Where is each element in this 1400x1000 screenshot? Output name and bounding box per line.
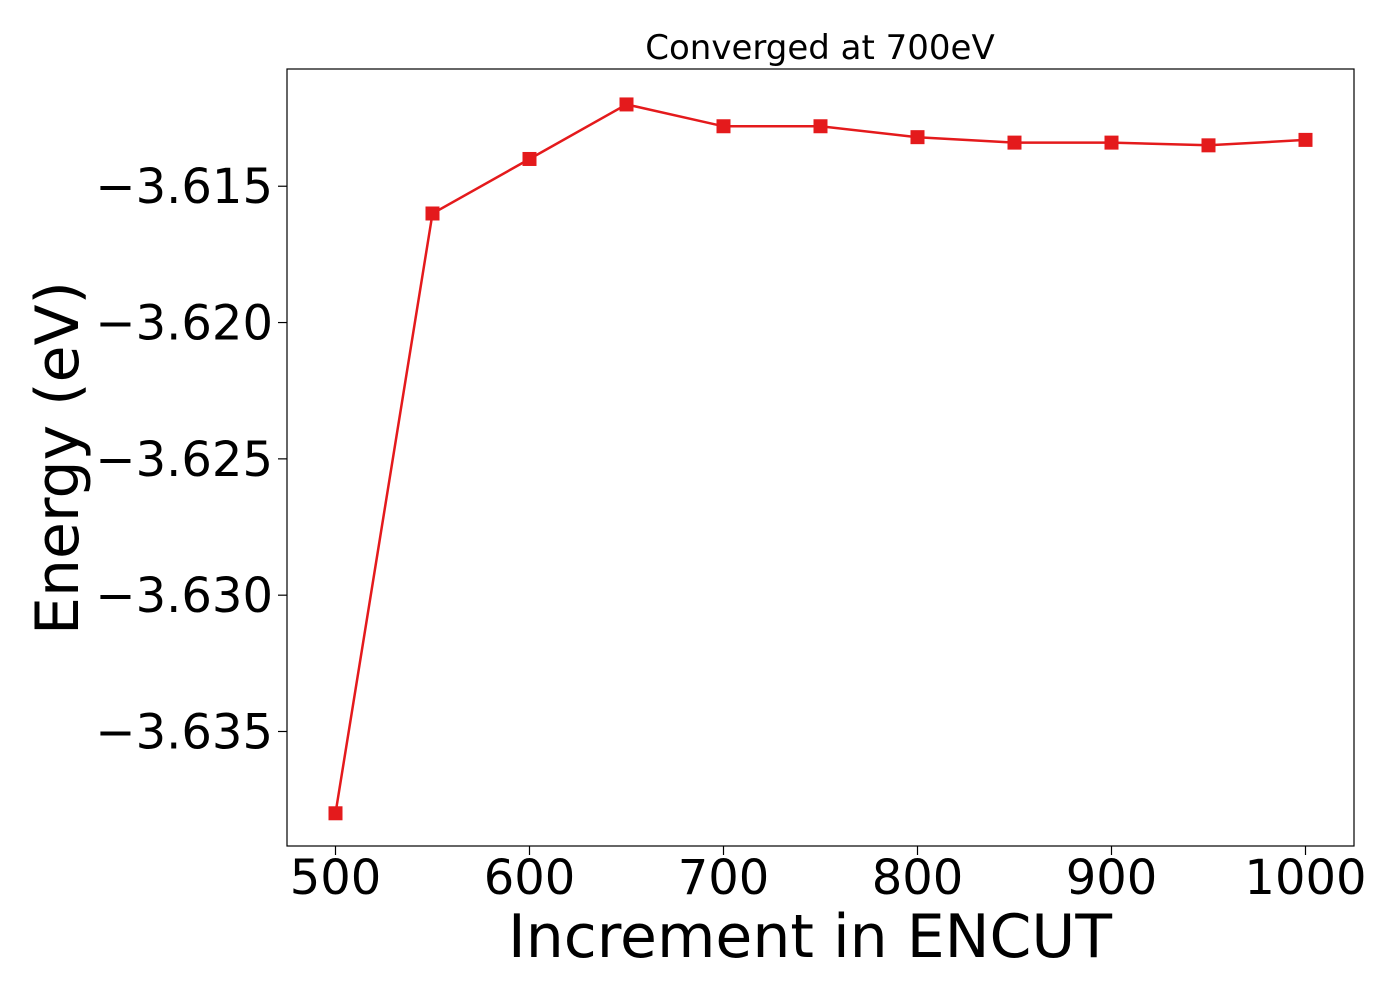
y-tick-label: −3.620 [95,296,273,352]
data-point-marker [328,806,343,821]
y-tick-label: −3.615 [95,159,273,215]
x-axis-ticks: 500 600 700 800 900 1000 [290,846,1367,906]
y-tick-label: −3.635 [95,704,273,760]
data-point-marker [1007,135,1022,150]
x-tick-label: 1000 [1244,850,1366,906]
data-point-marker [813,119,828,134]
data-point-marker [425,206,440,221]
data-point-marker [619,97,634,112]
x-tick-label: 900 [1066,850,1158,906]
x-axis-label: Increment in ENCUT [508,902,1112,972]
y-axis-label: Energy (eV) [23,281,93,635]
data-point-marker [910,130,925,145]
x-tick-label: 500 [290,850,382,906]
x-tick-label: 800 [872,850,964,906]
data-point-marker [522,151,537,166]
plot-area-frame [286,68,1355,847]
data-point-marker [1201,138,1216,153]
chart-title: Converged at 700eV [645,28,994,68]
x-tick-label: 700 [678,850,770,906]
series-layer [328,97,1313,821]
data-point-marker [1298,132,1313,147]
y-tick-label: −3.625 [95,432,273,488]
data-point-marker [1104,135,1119,150]
data-point-marker [716,119,731,134]
y-axis-ticks: −3.635 −3.630 −3.625 −3.620 −3.615 [95,159,287,760]
x-tick-label: 600 [484,850,576,906]
y-tick-label: −3.630 [95,568,273,624]
series-line [334,103,1306,814]
